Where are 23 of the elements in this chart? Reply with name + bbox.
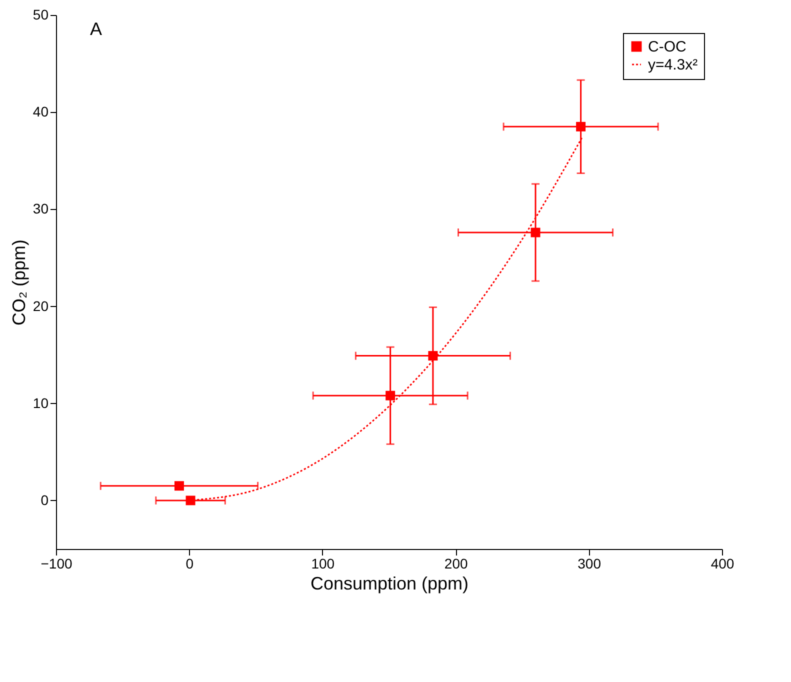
x-tick-label: −100 — [40, 556, 72, 572]
y-tick-label: 30 — [32, 200, 49, 217]
x-tick-label: 0 — [186, 556, 194, 572]
y-tick-label: 50 — [32, 6, 49, 22]
annotation: A — [90, 19, 102, 39]
x-tick-label: 400 — [710, 556, 734, 572]
x-tick-label: 200 — [444, 556, 468, 572]
y-tick-label: 0 — [40, 492, 49, 508]
legend-label: y=4.3x² — [648, 56, 698, 74]
point — [386, 390, 396, 400]
point — [174, 481, 184, 491]
point — [576, 122, 586, 132]
x-tick-label: 300 — [578, 556, 602, 572]
legend-label: C-OC — [648, 38, 686, 56]
x-axis-title: Consumption (ppm) — [310, 574, 469, 594]
x-tick-label: 100 — [311, 556, 335, 572]
point — [186, 496, 196, 506]
y-tick-label: 40 — [32, 104, 49, 120]
y-axis-title: CO₂ (ppm) — [8, 240, 29, 326]
y-tick-label: 10 — [32, 394, 49, 411]
point — [428, 351, 438, 361]
y-tick-label: 20 — [32, 298, 49, 314]
point — [530, 228, 540, 238]
